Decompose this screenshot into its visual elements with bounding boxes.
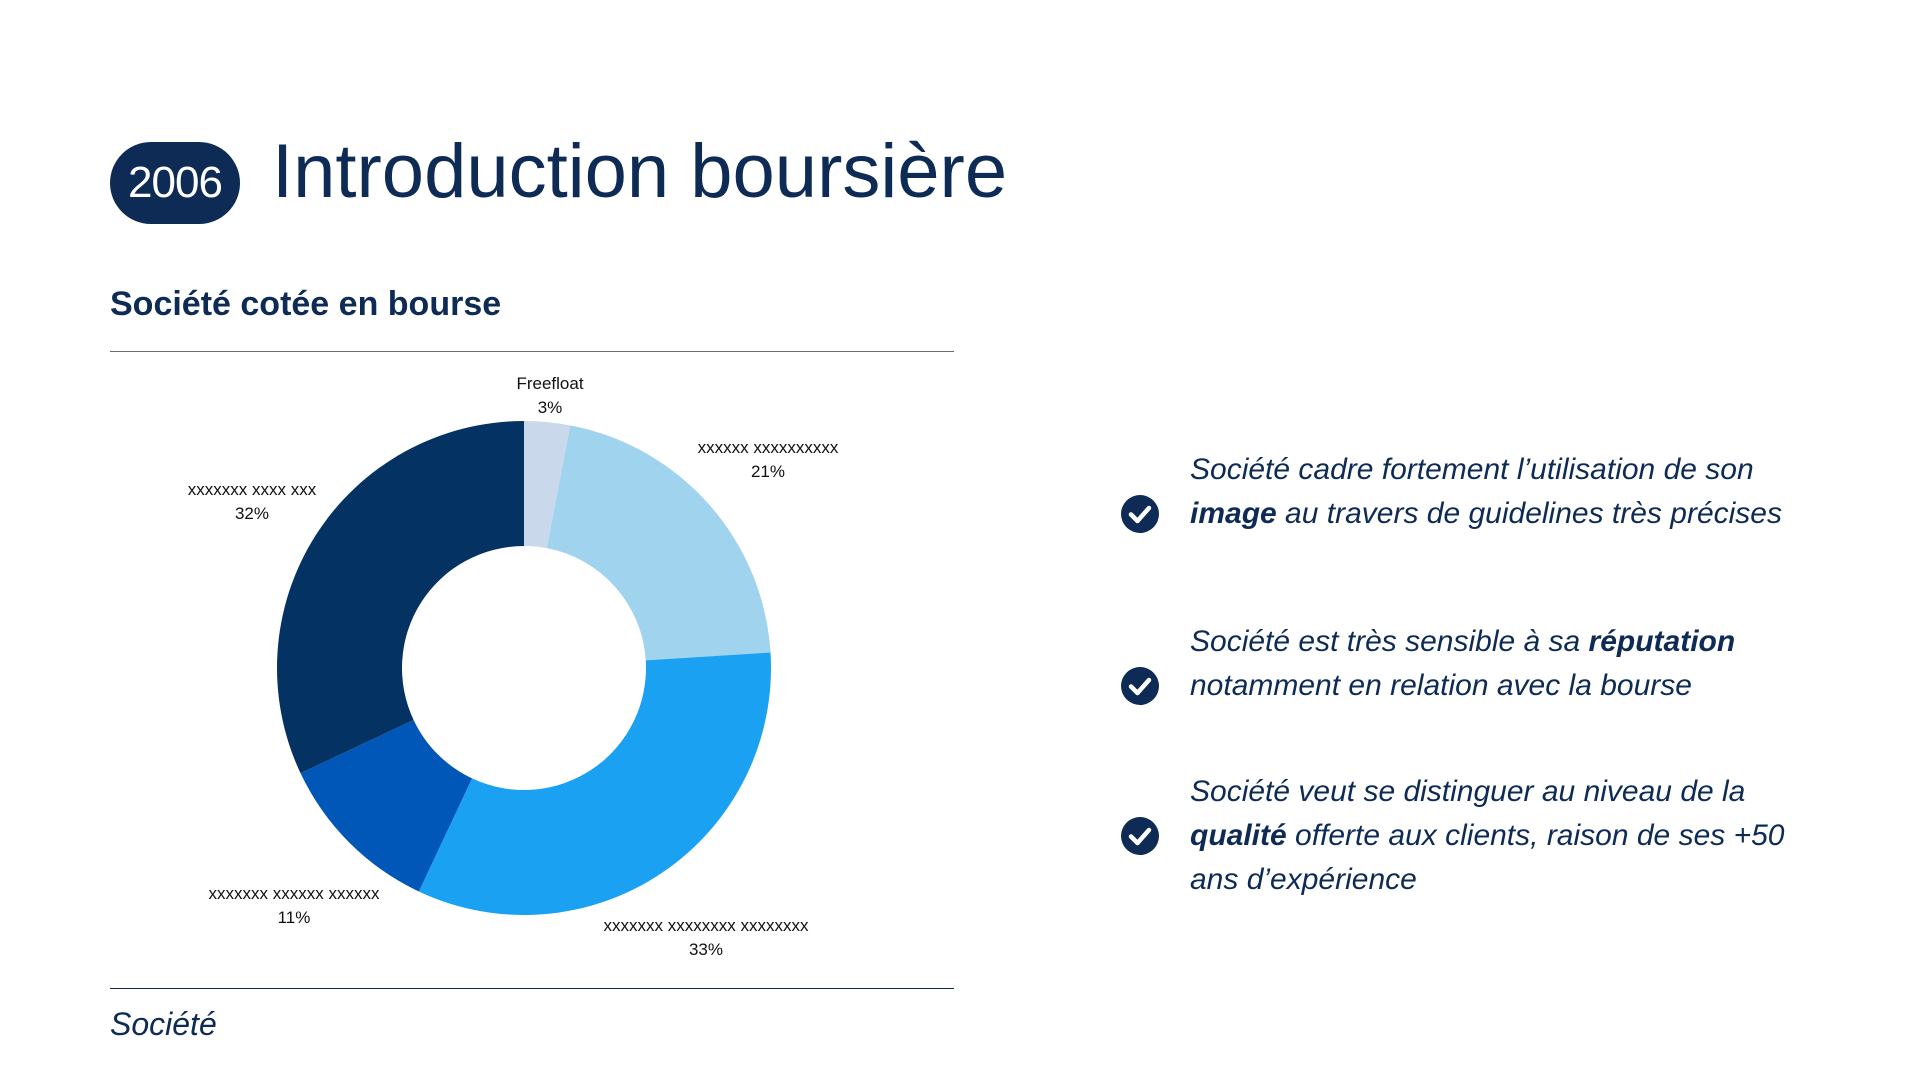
bullet-emphasis: image bbox=[1190, 497, 1277, 530]
year-badge: 2006 bbox=[110, 142, 240, 224]
donut-slice-2 bbox=[546, 425, 771, 661]
bullet-text: Société cadre fortement l’utilisation de… bbox=[1190, 453, 1782, 530]
slice-label-4: xxxxxxx xxxxxx xxxxxx 11% bbox=[209, 882, 380, 930]
slice-value: 11% bbox=[277, 908, 311, 927]
source-label: Société bbox=[110, 1006, 217, 1042]
donut-slice-1 bbox=[524, 421, 571, 549]
slice-name: xxxxxx xxxxxxxxxx bbox=[697, 438, 839, 457]
check-circle-icon bbox=[1121, 667, 1159, 705]
bottom-divider bbox=[110, 988, 954, 989]
donut-slice-3 bbox=[418, 652, 771, 915]
bullet-emphasis: réputation bbox=[1588, 625, 1736, 658]
slice-name: xxxxxxx xxxxxx xxxxxx bbox=[208, 884, 380, 903]
year-label: 2006 bbox=[128, 158, 223, 207]
bullet-text: Société veut se distinguer au niveau de … bbox=[1190, 775, 1785, 896]
slice-name: xxxxxxx xxxxxxxx xxxxxxxx bbox=[603, 916, 809, 935]
donut-slice-5 bbox=[276, 421, 524, 774]
slice-label-2: xxxxxx xxxxxxxxxx 21% bbox=[698, 436, 839, 484]
bullet-emphasis: qualité bbox=[1190, 819, 1287, 852]
slice-label-3: xxxxxxx xxxxxxxx xxxxxxxx 33% bbox=[604, 914, 809, 962]
chart-subtitle: Société cotée en bourse bbox=[110, 285, 502, 323]
slice-label-5: xxxxxxx xxxx xxx 32% bbox=[188, 478, 316, 526]
slice-value: 33% bbox=[688, 940, 724, 959]
bullet-text: Société est très sensible à sa réputatio… bbox=[1190, 625, 1736, 702]
check-circle-icon bbox=[1121, 817, 1159, 855]
slice-name: Freefloat bbox=[516, 374, 584, 393]
donut-slice-4 bbox=[300, 719, 473, 892]
slice-name: xxxxxxx xxxx xxx bbox=[187, 480, 317, 499]
slice-value: 3% bbox=[537, 398, 563, 417]
slice-value: 32% bbox=[234, 504, 270, 523]
page-title: Introduction boursière bbox=[272, 129, 1008, 214]
slice-value: 21% bbox=[750, 462, 786, 481]
slice-label-freefloat: Freefloat 3% bbox=[516, 372, 583, 420]
top-divider bbox=[110, 351, 954, 352]
check-circle-icon bbox=[1121, 495, 1159, 533]
